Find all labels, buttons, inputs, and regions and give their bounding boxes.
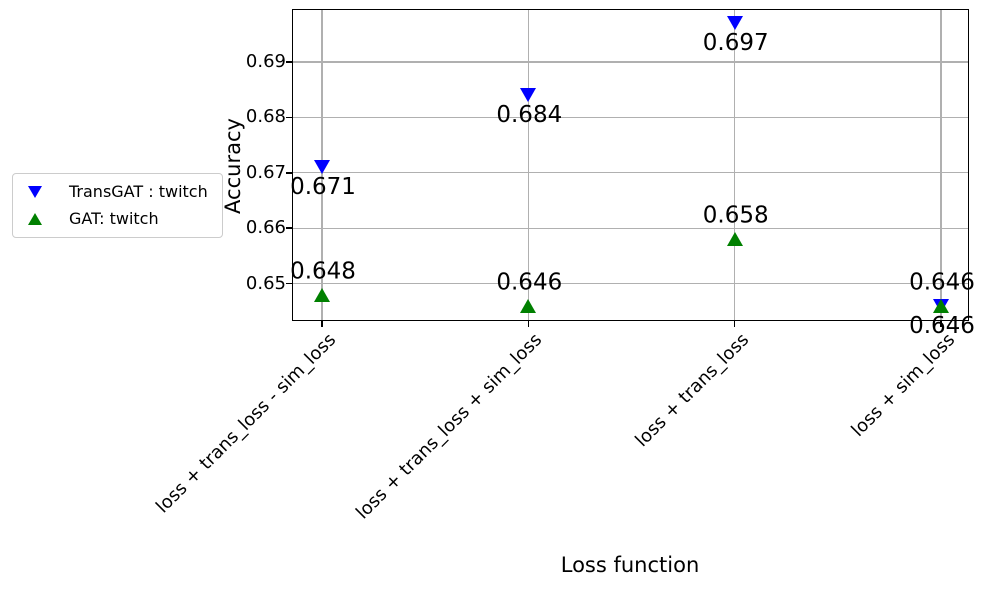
x-tick-label: loss + trans_loss - sim_loss (152, 329, 341, 518)
triangle-down-icon (314, 160, 330, 175)
point-value-label: 0.658 (702, 203, 769, 230)
x-tick-label: loss + sim_loss (847, 329, 960, 442)
point-value-label: 0.648 (290, 258, 356, 285)
triangle-up-icon (520, 298, 537, 313)
horizontal-gridline (292, 116, 969, 118)
point-value-label: 0.646 (909, 269, 975, 296)
y-tick-label: 0.65 (245, 272, 286, 294)
plot-area (292, 9, 969, 321)
point-value-label: 0.697 (702, 30, 769, 57)
legend: TransGAT : twitch GAT: twitch (12, 173, 223, 238)
vertical-gridline (734, 9, 736, 321)
y-tick-mark (286, 282, 292, 285)
horizontal-gridline (292, 172, 969, 174)
horizontal-gridline (292, 61, 969, 63)
vertical-gridline (940, 9, 942, 321)
vertical-gridline (527, 9, 529, 321)
x-tick-mark (527, 321, 530, 327)
y-tick-mark (286, 172, 292, 174)
triangle-down-icon (520, 88, 537, 103)
legend-item: GAT: twitch (28, 205, 208, 232)
point-value-label: 0.684 (496, 102, 563, 129)
triangle-up-icon (28, 212, 42, 225)
x-tick-label: loss + trans_loss (630, 329, 753, 452)
y-tick-mark (286, 61, 292, 63)
y-axis-label: Accuracy (221, 118, 245, 214)
y-tick-mark (286, 116, 292, 119)
y-tick-label: 0.68 (245, 106, 286, 128)
y-tick-mark (286, 227, 292, 230)
triangle-down-icon (28, 185, 42, 198)
legend-label: TransGAT : twitch (69, 182, 208, 201)
x-axis-label: Loss function (560, 553, 700, 577)
x-tick-mark (733, 321, 736, 327)
y-tick-label: 0.66 (245, 217, 286, 239)
y-tick-label: 0.69 (245, 50, 286, 72)
legend-label: GAT: twitch (69, 209, 159, 228)
x-tick-mark (321, 321, 323, 327)
triangle-up-icon (726, 232, 743, 247)
legend-item: TransGAT : twitch (28, 178, 208, 205)
x-tick-mark (940, 321, 942, 327)
horizontal-gridline (292, 283, 969, 285)
point-value-label: 0.646 (496, 269, 563, 296)
x-tick-label: loss + trans_loss + sim_loss (352, 329, 547, 524)
y-tick-label: 0.67 (245, 161, 286, 183)
horizontal-gridline (292, 227, 969, 229)
triangle-up-icon (314, 287, 330, 302)
point-value-label: 0.671 (290, 174, 356, 201)
triangle-up-icon (933, 298, 949, 313)
triangle-down-icon (726, 16, 743, 31)
point-value-label: 0.646 (909, 312, 975, 339)
